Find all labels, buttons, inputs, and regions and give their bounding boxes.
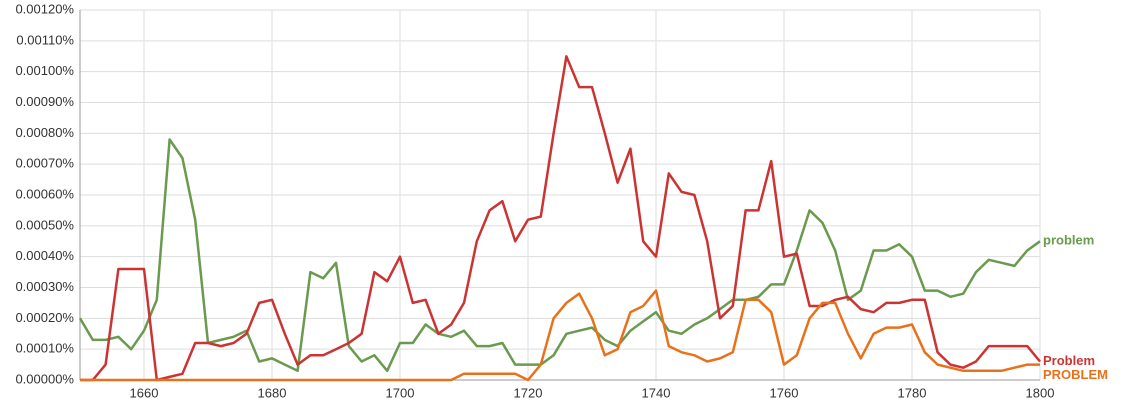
y-tick-label: 0.00050% xyxy=(15,217,74,232)
series-line xyxy=(80,55,1041,382)
y-tick-label: 0.00120% xyxy=(15,1,74,16)
y-tick-label: 0.00080% xyxy=(15,125,74,140)
y-tick-label: 0.00070% xyxy=(15,156,74,171)
y-tick-label: 0.00040% xyxy=(15,248,74,263)
series-line xyxy=(78,138,1041,373)
y-tick-label: 0.00110% xyxy=(16,32,74,47)
y-tick-label: 0.00020% xyxy=(15,310,74,325)
series-line xyxy=(80,289,1040,382)
x-tick-label: 1680 xyxy=(258,385,287,400)
x-tick-label: 1800 xyxy=(1026,385,1055,400)
legend-label: problem xyxy=(1043,233,1094,248)
y-tick-label: 0.00090% xyxy=(15,94,74,109)
x-tick-label: 1740 xyxy=(642,385,671,400)
x-tick-label: 1660 xyxy=(130,385,159,400)
y-tick-label: 0.00000% xyxy=(15,371,74,386)
x-tick-label: 1760 xyxy=(770,385,799,400)
y-tick-label: 0.00100% xyxy=(15,63,74,78)
x-tick-label: 1700 xyxy=(386,385,415,400)
y-tick-label: 0.00060% xyxy=(15,186,74,201)
x-tick-label: 1780 xyxy=(898,385,927,400)
y-tick-label: 0.00030% xyxy=(15,279,74,294)
y-tick-label: 0.00010% xyxy=(15,341,74,356)
legend-label: PROBLEM xyxy=(1043,367,1108,382)
legend-label: Problem xyxy=(1043,353,1095,368)
x-tick-label: 1720 xyxy=(514,385,543,400)
